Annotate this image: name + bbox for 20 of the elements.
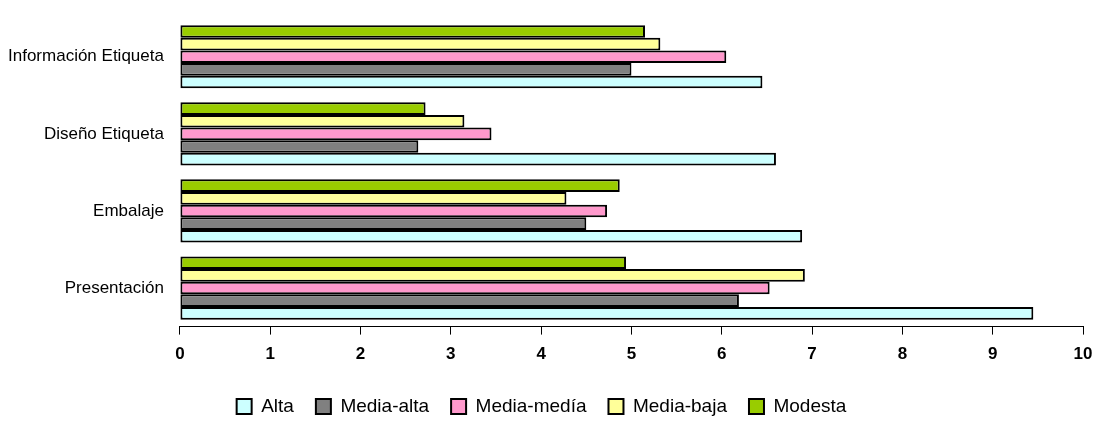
legend-label: Media-baja bbox=[632, 394, 728, 416]
legend-label: Alta bbox=[261, 394, 295, 416]
y-tick-label: Presentación bbox=[64, 277, 164, 297]
x-tick-label: 4 bbox=[536, 344, 547, 364]
x-tick-label: 7 bbox=[807, 344, 817, 364]
x-tick-label: 2 bbox=[355, 344, 366, 364]
legend-label: Modesta bbox=[773, 394, 847, 416]
x-tick-label: 8 bbox=[897, 344, 908, 364]
y-tick-label: Información Etiqueta bbox=[8, 46, 165, 66]
x-tick-label: 0 bbox=[175, 344, 185, 364]
y-tick-label: Embalaje bbox=[93, 200, 164, 220]
legend-label: Media-alta bbox=[340, 394, 430, 416]
x-tick-label: 5 bbox=[626, 344, 637, 364]
x-tick-label: 6 bbox=[717, 344, 727, 364]
y-tick-label: Diseño Etiqueta bbox=[43, 123, 165, 143]
x-tick-label: 1 bbox=[265, 344, 275, 364]
x-tick-label: 9 bbox=[987, 344, 998, 364]
legend-label: Media-medía bbox=[475, 394, 587, 416]
x-tick-label: 10 bbox=[1073, 344, 1093, 364]
x-tick-label: 3 bbox=[446, 344, 456, 364]
